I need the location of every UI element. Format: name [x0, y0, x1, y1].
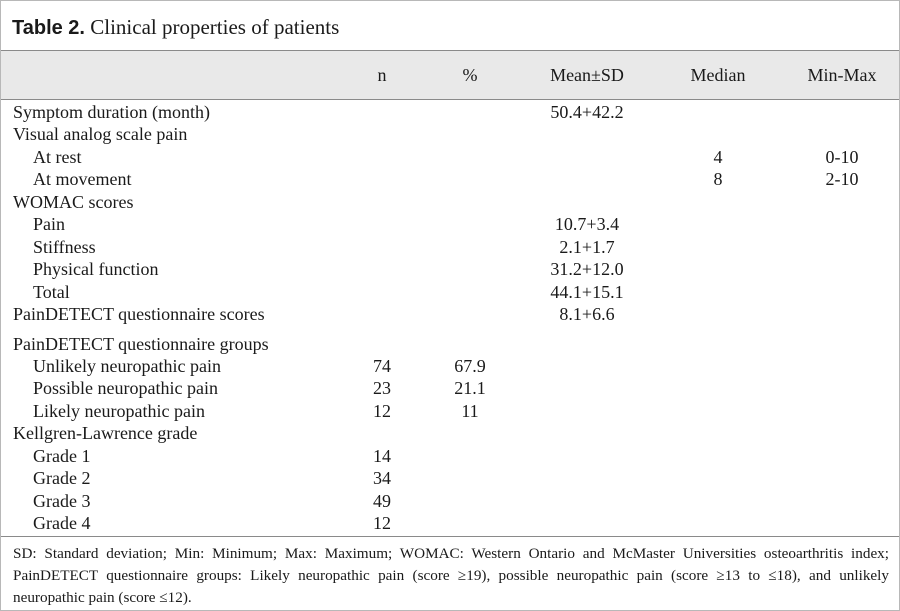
sub-row-label: At movement — [33, 169, 132, 190]
cell: 0-10 — [825, 146, 859, 167]
cell: 23 — [373, 378, 391, 399]
cell: 8.1+6.6 — [559, 304, 615, 325]
sub-row-label: Grade 3 — [33, 490, 91, 511]
cell: 74 — [373, 355, 391, 376]
row-label: PainDETECT questionnaire scores — [13, 304, 265, 325]
cell: 21.1 — [454, 378, 486, 399]
cell: 10.7+3.4 — [554, 214, 620, 235]
sub-row-label: Grade 1 — [33, 445, 91, 466]
cell: 67.9 — [454, 355, 486, 376]
sub-row-label: Grade 4 — [33, 513, 91, 534]
sub-row-label: Grade 2 — [33, 468, 91, 489]
row-label: Visual analog scale pain — [13, 124, 188, 145]
cell: 49 — [373, 490, 391, 511]
column-header: Min-Max — [807, 65, 877, 85]
cell: 8 — [713, 169, 723, 190]
header-band — [1, 50, 899, 100]
cell: 2-10 — [825, 169, 859, 190]
column-header: Median — [690, 65, 746, 85]
cell: 11 — [461, 400, 479, 421]
footer-rule — [1, 536, 899, 537]
column-header: n — [377, 65, 387, 85]
row-label: Kellgren-Lawrence grade — [13, 423, 198, 444]
column-header: Mean±SD — [550, 65, 624, 85]
sub-row-label: Total — [33, 281, 70, 302]
cell: 31.2+12.0 — [550, 259, 624, 280]
column-header: % — [462, 65, 478, 85]
footnote: SD: Standard deviation; Min: Minimum; Ma… — [13, 545, 889, 606]
row-label: PainDETECT questionnaire groups — [13, 333, 269, 354]
sub-row-label: Stiffness — [33, 236, 96, 257]
cell: 44.1+15.1 — [550, 281, 624, 302]
table-label: Table 2. — [12, 17, 85, 39]
cell: 50.4+42.2 — [550, 102, 624, 122]
row-label: Symptom duration (month) — [13, 102, 210, 122]
sub-row-label: Possible neuropathic pain — [33, 378, 218, 399]
cell: 14 — [373, 445, 391, 466]
cell: 34 — [373, 468, 391, 489]
cell: 12 — [373, 513, 391, 534]
title-text: Clinical properties of patients — [90, 15, 340, 39]
cell: 4 — [713, 146, 723, 167]
row-label: WOMAC scores — [13, 191, 134, 212]
table-title: Table 2. Clinical properties of patients — [12, 15, 339, 40]
sub-row-label: At rest — [33, 146, 82, 167]
cell: 2.1+1.7 — [559, 236, 615, 257]
cell: 12 — [373, 400, 391, 421]
sub-row-label: Likely neuropathic pain — [33, 400, 205, 421]
sub-row-label: Unlikely neuropathic pain — [33, 355, 221, 376]
sub-row-label: Physical function — [33, 259, 159, 280]
sub-row-label: Pain — [33, 214, 66, 235]
